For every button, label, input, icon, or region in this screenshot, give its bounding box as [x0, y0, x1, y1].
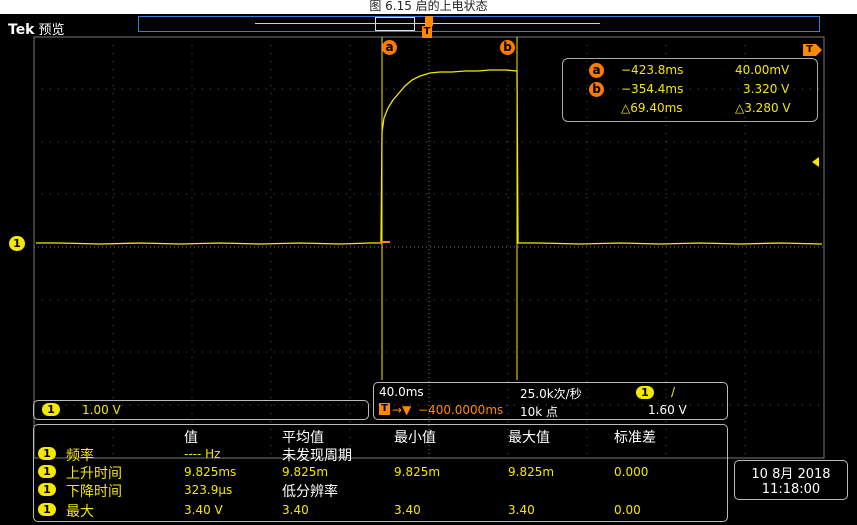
- cursor-a-badge[interactable]: a: [382, 40, 397, 55]
- readout-cursor-b-badge: b: [589, 82, 604, 97]
- row-value: 323.9μs: [184, 483, 233, 497]
- row-ch-badge: 1: [38, 503, 56, 516]
- row-mean: 9.825m: [282, 465, 329, 479]
- row-max: 9.825m: [508, 465, 555, 479]
- horizontal-scale: 40.0ms: [379, 385, 424, 399]
- record-view-window[interactable]: [375, 17, 415, 31]
- row-value: 3.40 V: [184, 503, 223, 517]
- row-mean: 3.40: [282, 503, 309, 517]
- measurement-row[interactable]: 1 频率 ---- Hz 未发现周期: [34, 445, 727, 464]
- trigger-delay-icon: T: [379, 403, 390, 415]
- time-text: 11:18:00: [761, 482, 821, 497]
- row-ch-badge: 1: [38, 483, 56, 496]
- trigger-level-arrow-icon[interactable]: [812, 157, 819, 167]
- trigger-arrow-icon: [816, 44, 822, 56]
- row-ch-badge: 1: [38, 447, 56, 460]
- acquisition-mode: 预览: [38, 23, 65, 38]
- trigger-position: −400.0000ms: [418, 403, 504, 417]
- brand-text: Tek: [8, 22, 35, 38]
- readout-cursor-a-badge: a: [589, 63, 604, 78]
- row-ch-badge: 1: [38, 465, 56, 478]
- row-name: 下降时间: [66, 484, 122, 500]
- ch1-volts-per-div: 1.00 V: [82, 403, 121, 417]
- trigger-source-badge: 1: [636, 386, 654, 399]
- trigger-slope-icon: /: [671, 385, 676, 399]
- row-value: ---- Hz: [184, 447, 221, 461]
- header-min: 最小值: [394, 430, 436, 446]
- timebase-trigger-panel[interactable]: 40.0ms 25.0k次/秒 1 / T →▼ −400.0000ms 10k…: [373, 382, 728, 420]
- figure-caption: 图 6.15 启的上电状态: [0, 0, 857, 14]
- measurement-row[interactable]: 1 最大 3.40 V 3.40 3.40 3.40 0.00: [34, 501, 727, 520]
- ch1-trace: [36, 69, 823, 245]
- trigger-delay-arrow-icon: →▼: [392, 403, 412, 417]
- row-mean: 未发现周期: [282, 448, 352, 464]
- datetime-panel: 10 8月 2018 11:18:00: [734, 460, 848, 500]
- row-name: 最大: [66, 504, 94, 520]
- date-text: 10 8月 2018: [751, 467, 831, 482]
- row-min: 9.825m: [394, 465, 441, 479]
- trigger-level: 1.60 V: [648, 403, 687, 417]
- trigger-position-icon[interactable]: T: [422, 26, 432, 38]
- header-std: 标准差: [614, 430, 656, 446]
- ch1-badge: 1: [42, 403, 60, 416]
- record-trigger-marker: [425, 16, 433, 26]
- cursor-a-value: 40.00mV: [735, 63, 790, 77]
- row-value: 9.825ms: [184, 465, 237, 479]
- sample-rate: 25.0k次/秒: [520, 387, 582, 401]
- row-name: 频率: [66, 448, 94, 464]
- ch1-scale-panel[interactable]: 1 1.00 V: [33, 400, 369, 420]
- record-length: 10k 点: [520, 405, 559, 419]
- brand-logo: Tek 预览: [8, 19, 65, 38]
- cursor-delta-value: △3.280 V: [735, 101, 791, 115]
- ch1-ground-marker[interactable]: 1: [9, 236, 25, 251]
- measurements-panel[interactable]: 值 平均值 最小值 最大值 标准差 1 频率 ---- Hz 未发现周期 1 上…: [33, 424, 728, 522]
- header-mean: 平均值: [282, 430, 324, 446]
- header-max: 最大值: [508, 430, 550, 446]
- record-view-bar[interactable]: [138, 16, 820, 32]
- measurement-row[interactable]: 1 下降时间 323.9μs 低分辨率: [34, 481, 727, 500]
- cursor-b-time: −354.4ms: [621, 82, 684, 96]
- row-std: 0.00: [614, 503, 641, 517]
- header-value: 值: [184, 430, 198, 446]
- cursor-b-badge[interactable]: b: [500, 40, 515, 55]
- row-name: 上升时间: [66, 466, 122, 482]
- cursor-delta-time: △69.40ms: [621, 101, 683, 115]
- cursor-a-time: −423.8ms: [621, 63, 684, 77]
- cursor-b-value: 3.320 V: [743, 82, 790, 96]
- row-std: 0.000: [614, 465, 649, 479]
- row-min: 3.40: [394, 503, 421, 517]
- row-max: 3.40: [508, 503, 535, 517]
- trigger-tag-icon: T: [803, 44, 816, 56]
- measurement-row[interactable]: 1 上升时间 9.825ms 9.825m 9.825m 9.825m 0.00…: [34, 463, 727, 482]
- cursor-readout-panel: a −423.8ms 40.00mV b −354.4ms 3.320 V △6…: [562, 58, 818, 122]
- row-mean: 低分辨率: [282, 484, 338, 500]
